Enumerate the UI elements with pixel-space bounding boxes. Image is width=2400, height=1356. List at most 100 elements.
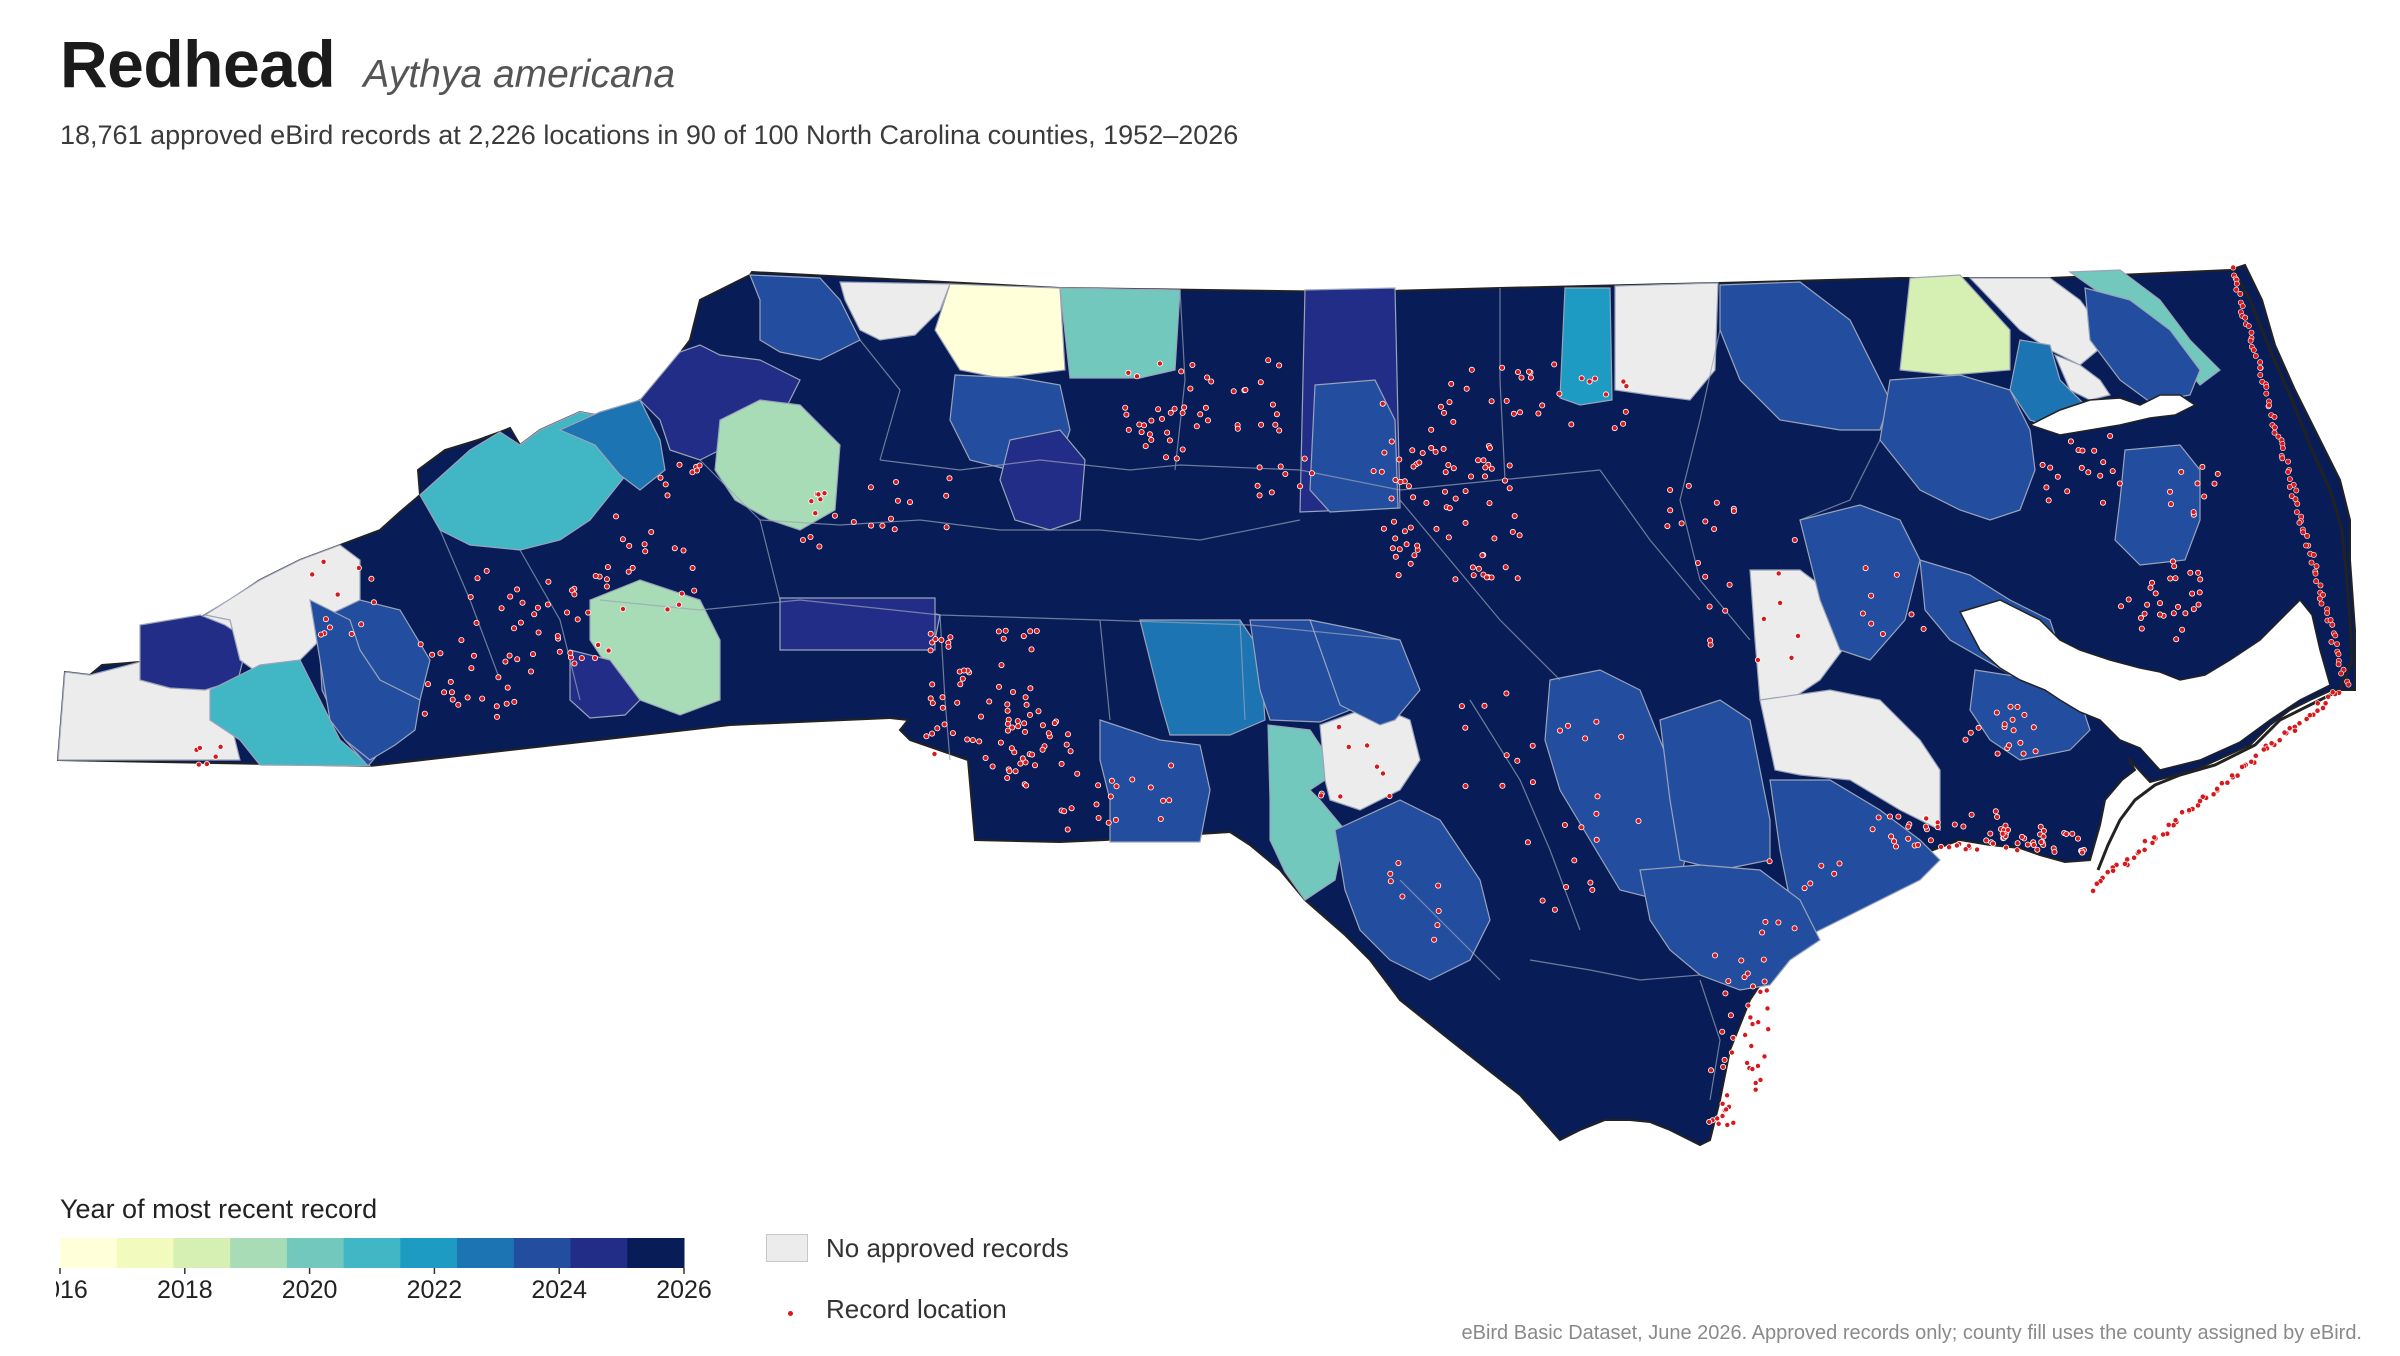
record-dot <box>1470 572 1477 579</box>
record-dot <box>2314 700 2321 707</box>
record-dot <box>671 545 678 552</box>
record-dot <box>1428 444 1435 451</box>
county-27 <box>1559 287 1613 406</box>
county-border-10 <box>1399 499 1561 681</box>
subtitle: 18,761 approved eBird records at 2,226 l… <box>60 120 1239 150</box>
record-dot <box>2285 458 2291 465</box>
record-dot <box>1499 782 1506 789</box>
colorbar-bin <box>570 1238 628 1268</box>
colorbar-tick-label: 2024 <box>531 1276 587 1298</box>
record-dot <box>2017 739 2024 746</box>
record-dot <box>691 587 698 594</box>
record-dot <box>2196 589 2203 596</box>
record-dot <box>2169 558 2176 565</box>
record-dot <box>1723 1106 1730 1113</box>
record-dot <box>2338 670 2344 677</box>
record-dot <box>1142 443 1149 450</box>
record-dot <box>1831 870 1838 877</box>
record-dot <box>1032 762 1039 769</box>
record-dot <box>368 575 375 582</box>
record-dot <box>1862 565 1869 572</box>
record-dot <box>1148 417 1155 424</box>
record-dot <box>1879 631 1886 638</box>
record-dot <box>1752 1086 1759 1093</box>
record-dot <box>1702 518 1709 525</box>
record-dot <box>1905 835 1912 842</box>
record-dot <box>613 513 620 520</box>
record-dot <box>528 668 535 675</box>
record-dot <box>1337 793 1344 800</box>
colorbar-bin <box>343 1238 401 1268</box>
record-dot <box>1727 1012 1734 1019</box>
record-dot <box>1755 1062 1762 1069</box>
record-dot <box>1256 464 1263 471</box>
record-dot <box>1004 707 1011 714</box>
record-dot <box>417 641 424 648</box>
record-dot <box>1282 470 1289 477</box>
record-dot <box>585 609 592 616</box>
county-48 <box>1639 864 1821 991</box>
record-dot <box>2110 867 2116 874</box>
record-dot <box>1551 361 1558 368</box>
record-dot <box>2197 798 2203 804</box>
county-border-11 <box>1599 469 1701 601</box>
colorbar-bin <box>116 1238 174 1268</box>
record-dot <box>2045 497 2052 504</box>
record-dot <box>2010 727 2017 734</box>
record-dot <box>495 674 502 681</box>
record-dot <box>514 656 521 663</box>
record-dot <box>1205 417 1212 424</box>
record-dot <box>1181 404 1188 411</box>
record-dot <box>1113 783 1120 790</box>
record-dot <box>2194 480 2201 487</box>
colorbar-bin <box>173 1238 231 1268</box>
record-dot <box>1051 720 1058 727</box>
record-dot <box>641 541 648 548</box>
record-dot <box>326 624 333 631</box>
record-dot <box>1578 375 1585 382</box>
record-dot <box>943 492 950 499</box>
record-dot <box>1204 374 1211 381</box>
record-dot <box>1775 919 1782 926</box>
record-dot <box>2275 433 2282 440</box>
record-dot <box>816 543 823 550</box>
county-border-17 <box>859 339 901 461</box>
record-dot <box>1725 978 1732 985</box>
record-dot <box>2156 611 2163 618</box>
record-dot <box>1380 770 1387 777</box>
record-dot <box>2064 488 2071 495</box>
record-dot <box>1173 455 1180 462</box>
record-dot <box>2173 636 2180 643</box>
record-dot <box>1446 399 1453 406</box>
record-dot <box>1994 750 2001 757</box>
record-dot <box>1750 983 1757 990</box>
record-dot <box>1719 1100 1726 1107</box>
record-dot <box>534 604 541 611</box>
record-dot <box>1265 357 1272 364</box>
record-dot <box>1017 760 1024 767</box>
record-dot <box>1027 685 1034 692</box>
record-dot <box>1074 770 1081 777</box>
record-dot <box>503 700 510 707</box>
county-4 <box>209 659 372 767</box>
record-dot <box>468 665 475 672</box>
record-dot <box>1488 465 1495 472</box>
record-dot <box>2248 758 2255 765</box>
record-dot <box>2167 575 2174 582</box>
record-dot <box>2303 716 2310 722</box>
record-dot <box>2318 600 2325 607</box>
record-dot <box>1364 742 1371 749</box>
county-21 <box>779 597 936 651</box>
county-28 <box>1614 282 1719 401</box>
record-dot <box>519 599 526 606</box>
record-dot <box>1482 464 1489 471</box>
record-dot <box>2334 641 2340 647</box>
record-dot <box>2032 748 2039 755</box>
record-dot <box>1730 1119 1737 1126</box>
record-dot <box>2199 463 2206 470</box>
record-dot <box>424 681 431 688</box>
record-dot <box>2263 390 2270 397</box>
record-dot <box>807 534 814 541</box>
record-dot <box>1063 741 1070 748</box>
record-dot <box>1002 627 1009 634</box>
